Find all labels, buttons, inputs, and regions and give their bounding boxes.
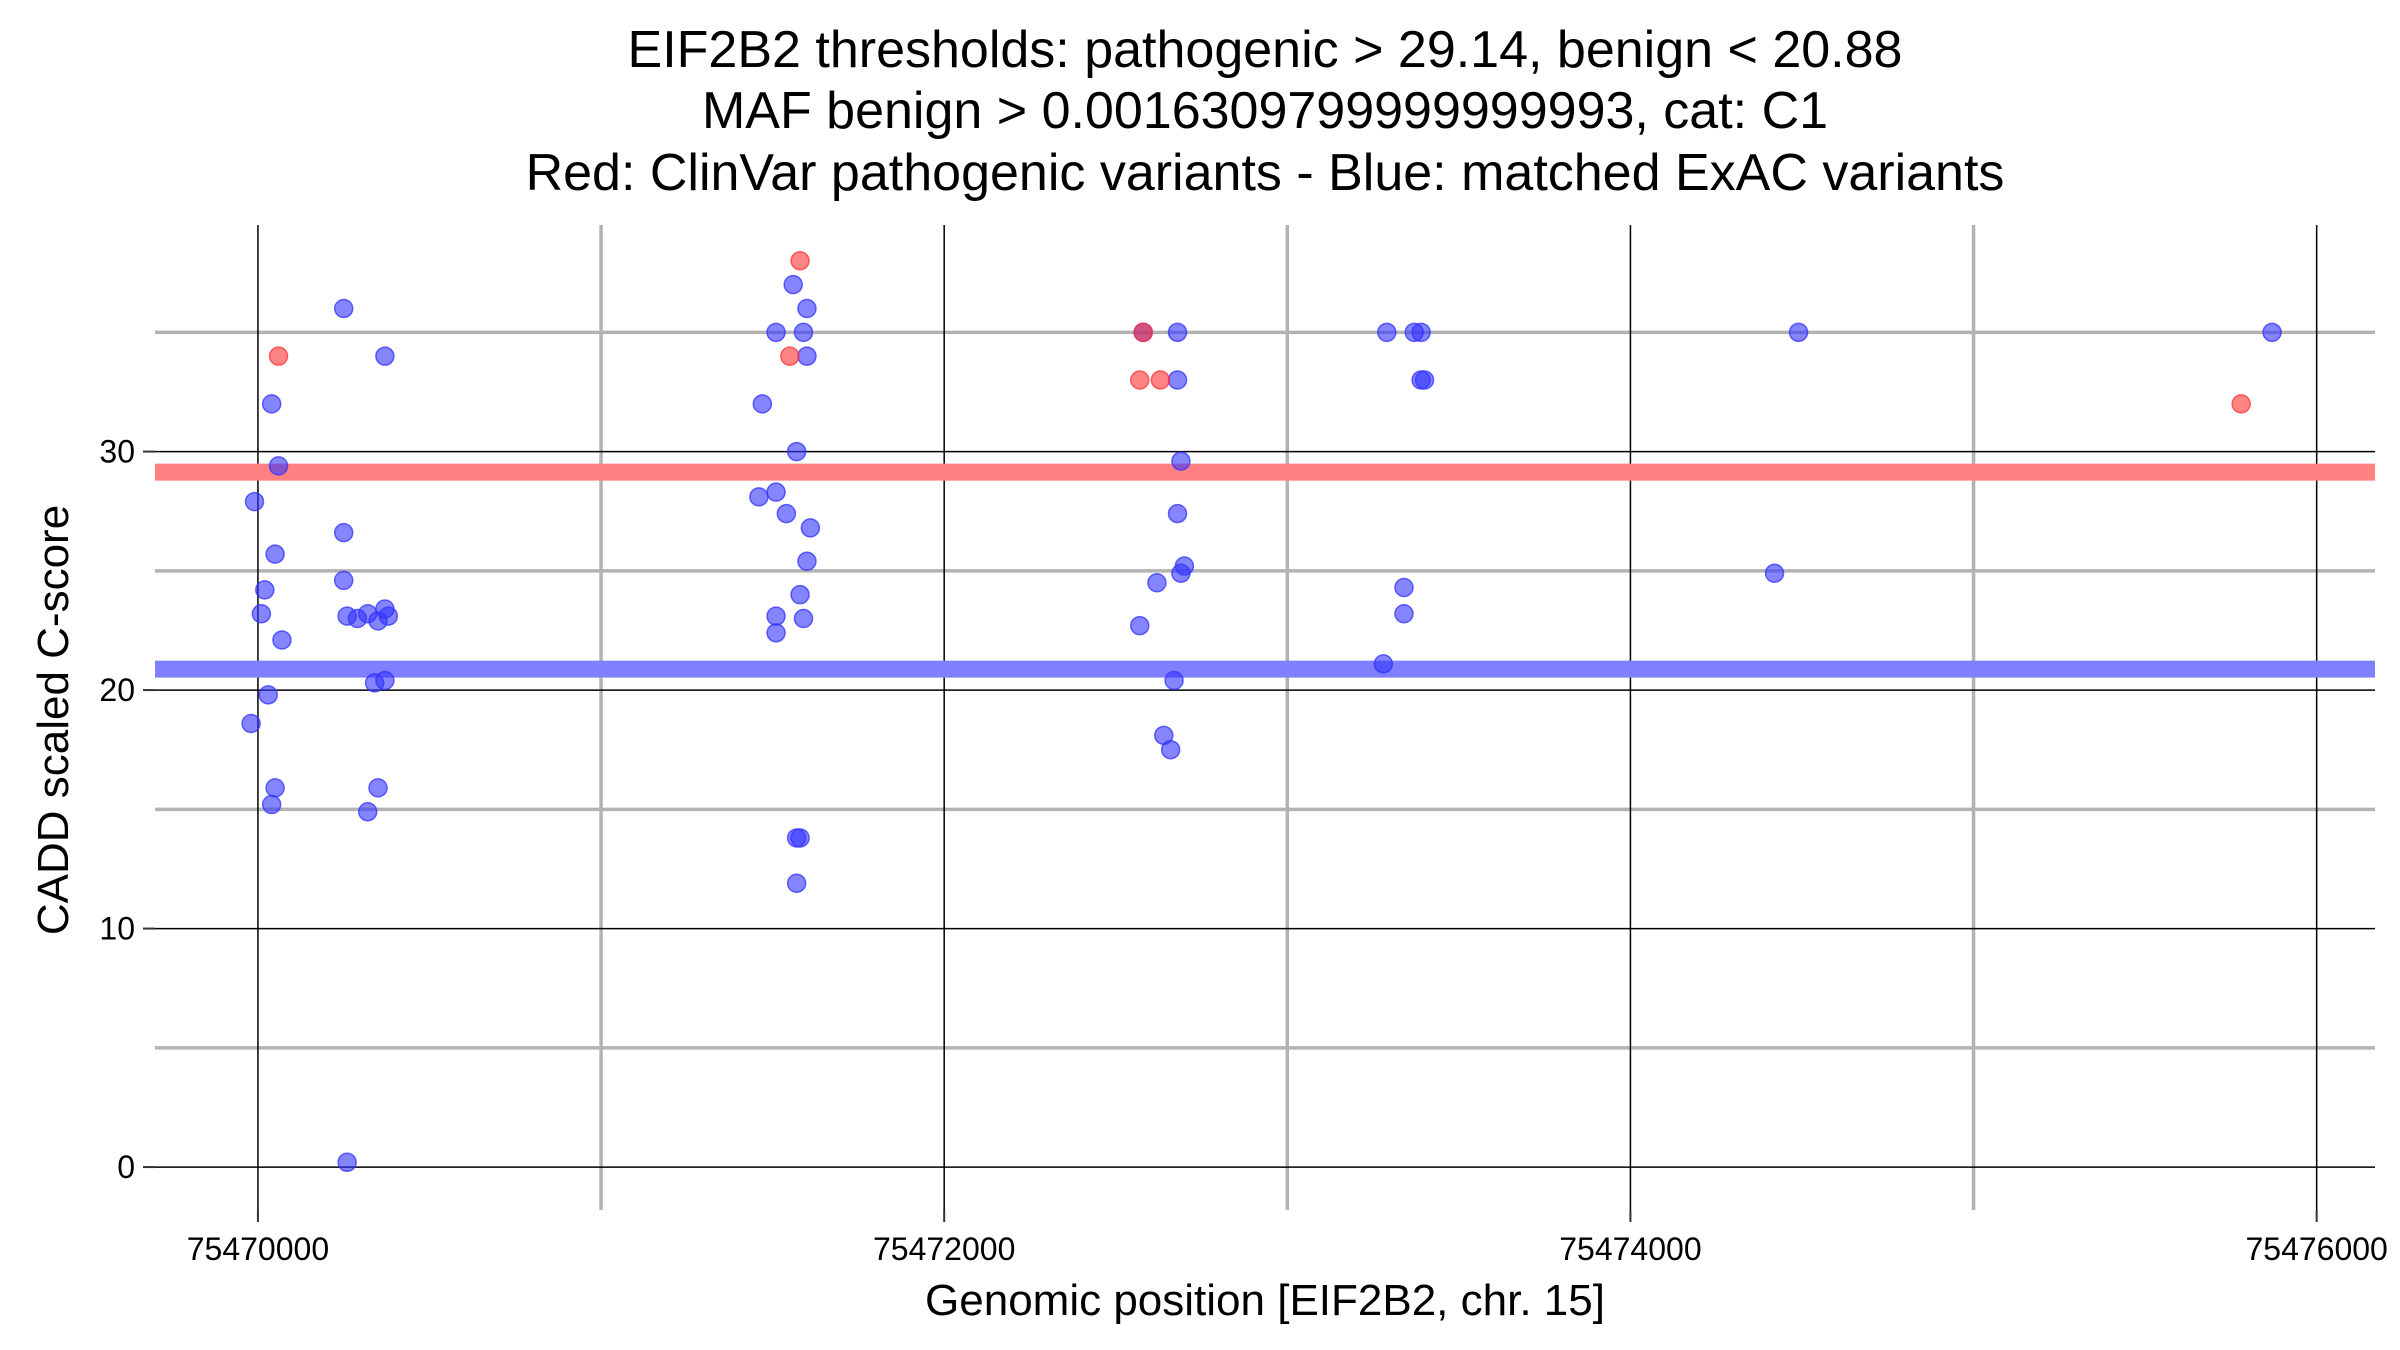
title-line-2: MAF benign > 0.0016309799999999993, cat:…	[702, 82, 1828, 140]
exac-point	[251, 604, 272, 624]
threshold-lines	[155, 463, 2375, 678]
x-tick-label: 75474000	[1559, 1231, 1701, 1267]
title-line-3: Red: ClinVar pathogenic variants - Blue:…	[526, 144, 2005, 202]
exac-point	[333, 298, 354, 319]
exac-point	[2262, 322, 2282, 343]
exac-point	[1394, 604, 1414, 624]
exac-point	[800, 518, 821, 538]
exac-point	[766, 482, 786, 502]
exac-point	[1147, 572, 1167, 593]
exac-point	[766, 623, 786, 643]
exac-point	[244, 491, 265, 512]
exac-point	[786, 873, 807, 894]
exac-point	[258, 685, 278, 705]
clinvar-point	[1150, 370, 1171, 390]
y-tick-label: 20	[99, 672, 135, 708]
exac-point	[368, 778, 388, 798]
exac-point	[357, 801, 378, 822]
exac-point	[272, 630, 292, 650]
exac-point	[776, 503, 797, 524]
exac-point	[1167, 370, 1188, 390]
exac-point	[790, 584, 810, 605]
y-axis-title: CADD scaled C-score	[29, 505, 78, 935]
x-axis-title: Genomic position [EIF2B2, chr. 15]	[925, 1276, 1605, 1325]
exac-point	[1414, 370, 1435, 390]
exac-point	[1171, 451, 1191, 471]
exac-point	[1130, 615, 1150, 636]
exac-point	[1788, 322, 1809, 343]
exac-point	[337, 1152, 357, 1173]
clinvar-point	[1133, 322, 1153, 343]
y-tick-label: 30	[99, 434, 135, 470]
grid	[155, 225, 2375, 1210]
x-tick-label: 75476000	[2245, 1231, 2387, 1267]
exac-point	[793, 608, 814, 629]
exac-point	[265, 778, 285, 798]
x-tick-label: 75472000	[873, 1231, 1015, 1267]
exac-point	[378, 606, 399, 626]
title-line-1: EIF2B2 thresholds: pathogenic > 29.14, b…	[628, 21, 1903, 79]
y-tick-label: 10	[99, 911, 135, 947]
exac-point	[241, 713, 261, 734]
clinvar-point	[790, 251, 810, 271]
exac-point	[261, 394, 282, 414]
exac-point	[268, 456, 289, 476]
exac-point	[783, 274, 803, 295]
chart-title: EIF2B2 thresholds: pathogenic > 29.14, b…	[526, 21, 2005, 202]
x-tick-label: 75470000	[187, 1231, 329, 1267]
y-tick-label: 0	[117, 1149, 135, 1185]
exac-point	[1167, 322, 1188, 343]
exac-point	[1394, 577, 1414, 598]
data-points	[241, 251, 2282, 1173]
exac-point	[797, 346, 817, 366]
exac-point	[790, 828, 810, 848]
exac-point	[1373, 654, 1394, 674]
exac-point	[1377, 322, 1397, 343]
exac-point	[766, 606, 786, 626]
exac-point	[375, 346, 395, 366]
exac-point	[1167, 503, 1188, 524]
exac-point	[1171, 563, 1191, 583]
exac-point	[752, 394, 773, 414]
exac-point	[261, 794, 282, 815]
exac-point	[1764, 563, 1785, 583]
exac-point	[255, 580, 275, 600]
exac-point	[793, 322, 814, 343]
exac-point	[797, 298, 817, 319]
clinvar-point	[268, 346, 289, 366]
exac-point	[333, 522, 354, 543]
exac-point	[265, 544, 285, 564]
exac-point	[766, 322, 786, 343]
exac-point	[375, 670, 395, 691]
exac-point	[1160, 739, 1181, 760]
exac-point	[786, 441, 807, 462]
exac-point	[333, 570, 354, 591]
exac-point	[797, 551, 817, 572]
exac-point	[1411, 322, 1431, 343]
clinvar-point	[2231, 394, 2251, 414]
clinvar-point	[780, 346, 800, 366]
axes: 75470000 75472000 75474000 75476000 0 10 20 30	[99, 434, 2387, 1267]
exac-point	[749, 487, 769, 507]
exac-point	[1164, 670, 1184, 691]
clinvar-point	[1130, 370, 1150, 390]
